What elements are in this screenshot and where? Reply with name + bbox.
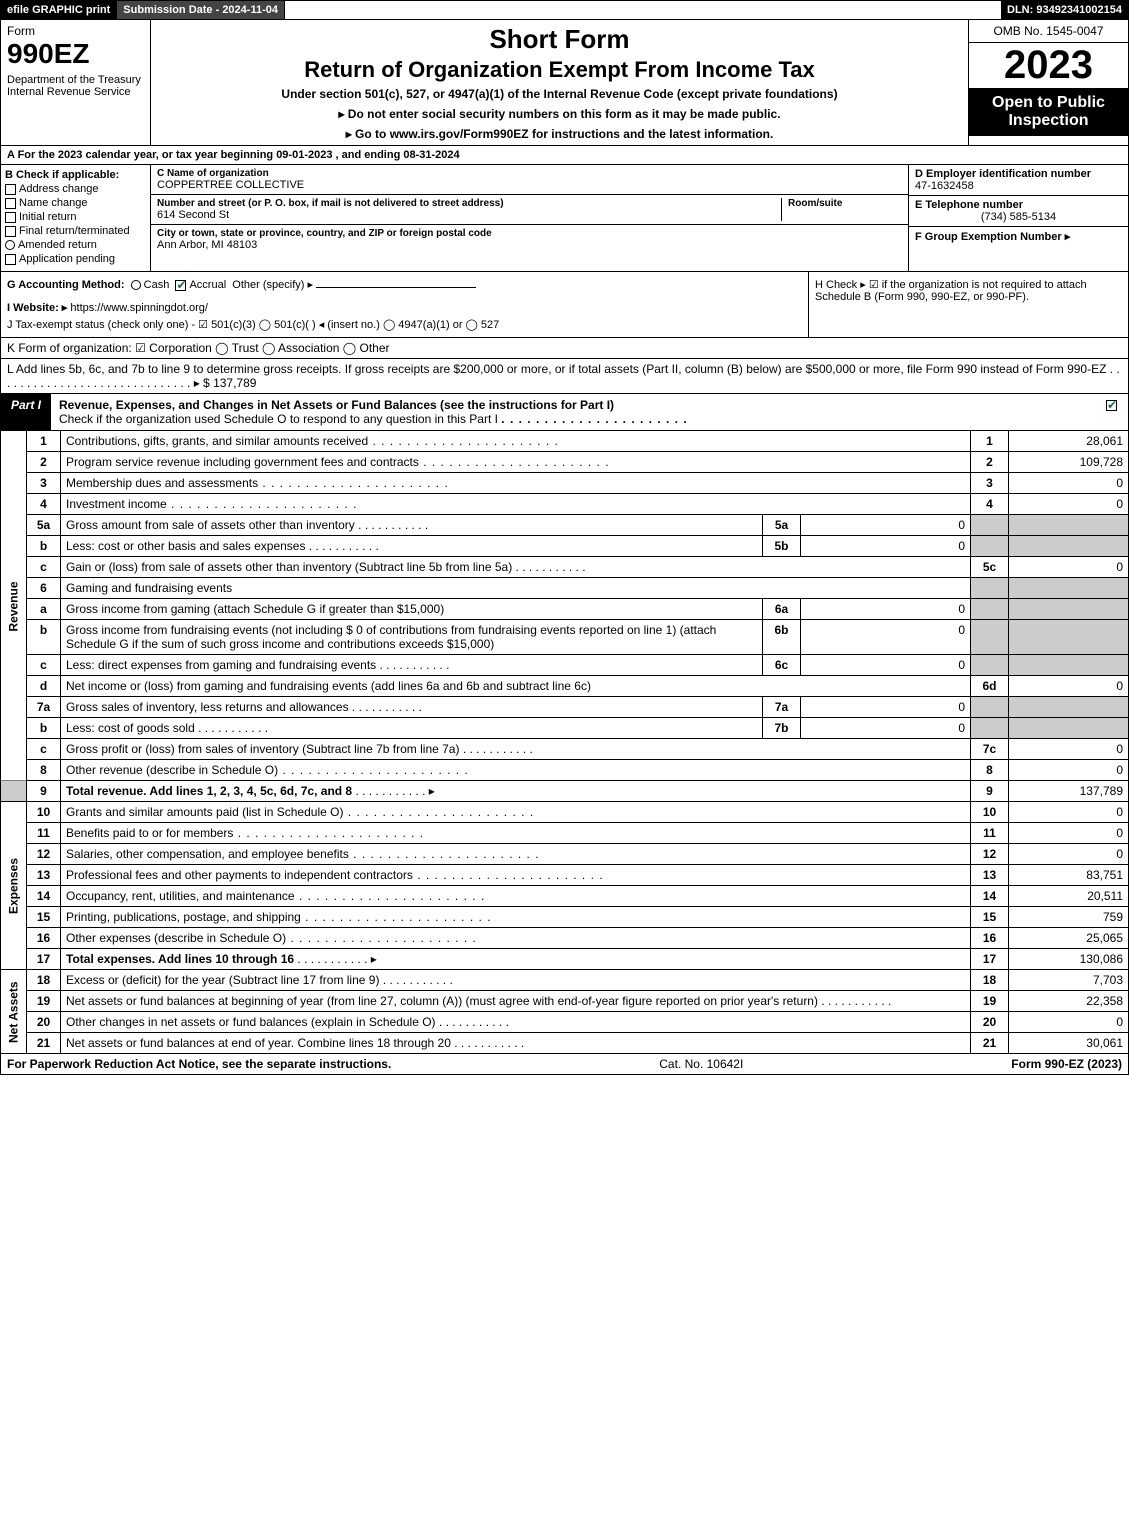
- part1-tab: Part I: [1, 394, 51, 430]
- gh-section: G Accounting Method: Cash Accrual Other …: [0, 272, 1129, 338]
- row-l-gross-receipts: L Add lines 5b, 6c, and 7b to line 9 to …: [0, 359, 1129, 394]
- col-c-org-info: C Name of organization COPPERTREE COLLEC…: [151, 165, 908, 271]
- form-number: 990EZ: [7, 38, 144, 70]
- part1-schedule-o-check[interactable]: [1106, 400, 1117, 411]
- form-header: Form 990EZ Department of the Treasury In…: [0, 20, 1129, 146]
- chk-amended-return[interactable]: Amended return: [5, 239, 146, 251]
- side-expenses: Expenses: [1, 802, 27, 970]
- col-b-header: B Check if applicable:: [5, 169, 146, 181]
- ein-label: D Employer identification number: [915, 168, 1122, 180]
- bcd-section: B Check if applicable: Address change Na…: [0, 165, 1129, 272]
- chk-accrual[interactable]: [175, 280, 186, 291]
- part1-table: Revenue 1 Contributions, gifts, grants, …: [0, 431, 1129, 1054]
- title-short-form: Short Form: [155, 24, 964, 55]
- title-return: Return of Organization Exempt From Incom…: [155, 57, 964, 83]
- department: Department of the Treasury Internal Reve…: [7, 74, 144, 98]
- part1-title: Revenue, Expenses, and Changes in Net As…: [59, 398, 614, 412]
- room-label: Room/suite: [788, 198, 902, 209]
- radio-cash[interactable]: [131, 280, 141, 290]
- side-revenue: Revenue: [1, 431, 27, 781]
- chk-address-change[interactable]: Address change: [5, 183, 146, 195]
- chk-name-change[interactable]: Name change: [5, 197, 146, 209]
- telephone: (734) 585-5134: [915, 211, 1122, 223]
- ein: 47-1632458: [915, 180, 1122, 192]
- row-k-form-of-org: K Form of organization: ☑ Corporation ◯ …: [0, 338, 1129, 359]
- side-net-assets: Net Assets: [1, 970, 27, 1054]
- row-i-label: I Website: ▸: [7, 302, 67, 314]
- top-bar: efile GRAPHIC print Submission Date - 20…: [0, 0, 1129, 20]
- col-b-checkboxes: B Check if applicable: Address change Na…: [1, 165, 151, 271]
- tel-label: E Telephone number: [915, 199, 1122, 211]
- city: Ann Arbor, MI 48103: [157, 239, 902, 251]
- footer-form-ref: Form 990-EZ (2023): [1011, 1057, 1122, 1071]
- submission-date: Submission Date - 2024-11-04: [117, 1, 285, 19]
- part1-header: Part I Revenue, Expenses, and Changes in…: [0, 394, 1129, 431]
- form-label: Form: [7, 24, 144, 38]
- city-label: City or town, state or province, country…: [157, 228, 902, 239]
- group-exemption-label: F Group Exemption Number ▸: [915, 230, 1122, 243]
- l1-value: 28,061: [1009, 431, 1129, 452]
- col-def: D Employer identification number 47-1632…: [908, 165, 1128, 271]
- open-to-public: Open to Public Inspection: [969, 88, 1128, 136]
- subtitle-section: Under section 501(c), 527, or 4947(a)(1)…: [155, 87, 964, 101]
- tax-year: 2023: [969, 43, 1128, 88]
- row-g-label: G Accounting Method:: [7, 279, 125, 291]
- chk-initial-return[interactable]: Initial return: [5, 211, 146, 223]
- org-name-label: C Name of organization: [157, 168, 902, 179]
- page-footer: For Paperwork Reduction Act Notice, see …: [0, 1054, 1129, 1075]
- org-name: COPPERTREE COLLECTIVE: [157, 179, 902, 191]
- row-j-tax-exempt: J Tax-exempt status (check only one) - ☑…: [7, 318, 802, 331]
- row-a-tax-year: A For the 2023 calendar year, or tax yea…: [0, 146, 1129, 165]
- omb-number: OMB No. 1545-0047: [969, 20, 1128, 43]
- note-ssn: ▸ Do not enter social security numbers o…: [155, 107, 964, 121]
- footer-cat-no: Cat. No. 10642I: [391, 1057, 1011, 1071]
- street: 614 Second St: [157, 209, 775, 221]
- dln: DLN: 93492341002154: [1001, 1, 1128, 19]
- street-label: Number and street (or P. O. box, if mail…: [157, 198, 775, 209]
- other-specify: Other (specify) ▸: [232, 279, 313, 291]
- efile-print[interactable]: efile GRAPHIC print: [1, 1, 117, 19]
- footer-left: For Paperwork Reduction Act Notice, see …: [7, 1057, 391, 1071]
- note-goto: ▸ Go to www.irs.gov/Form990EZ for instru…: [155, 127, 964, 141]
- chk-application-pending[interactable]: Application pending: [5, 253, 146, 265]
- row-h-schedule-b: H Check ▸ ☑ if the organization is not r…: [808, 272, 1128, 337]
- website-link[interactable]: https://www.spinningdot.org/: [70, 302, 208, 314]
- part1-sub: Check if the organization used Schedule …: [59, 412, 498, 426]
- chk-final-return[interactable]: Final return/terminated: [5, 225, 146, 237]
